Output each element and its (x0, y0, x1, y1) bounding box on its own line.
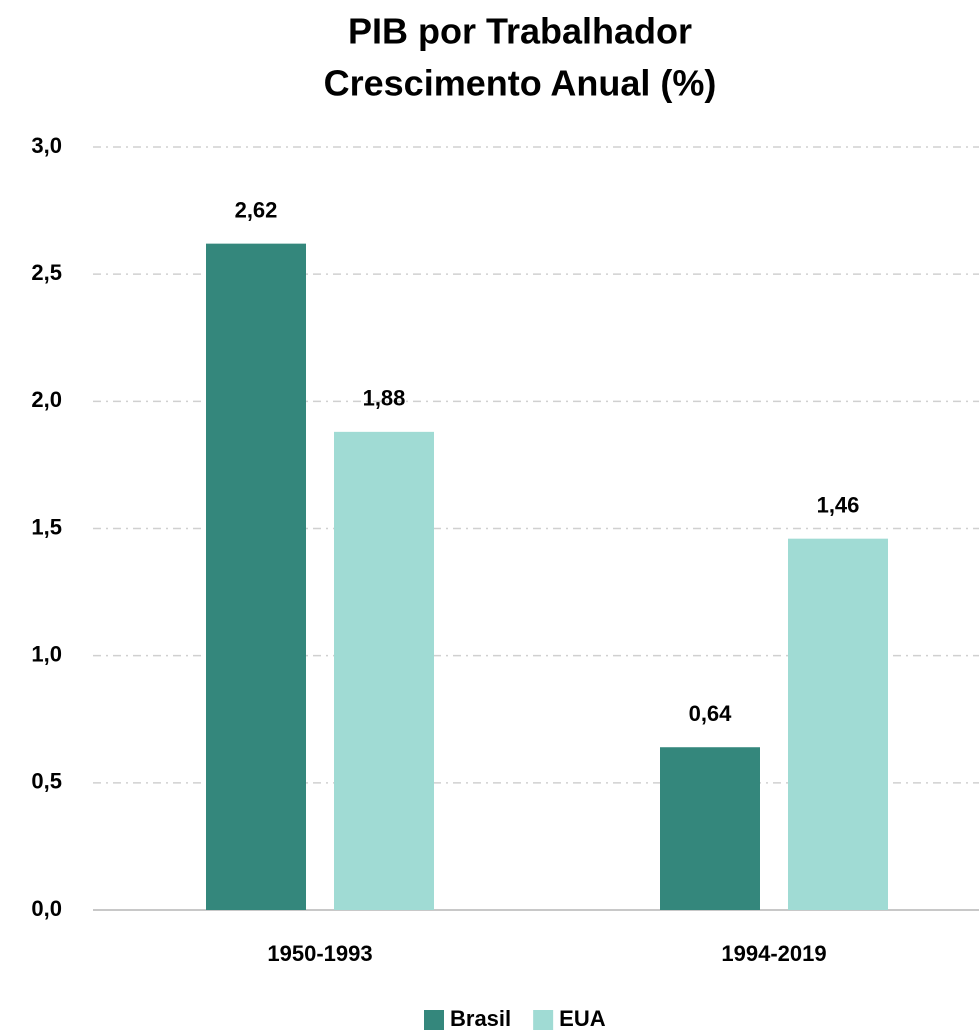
legend-label: EUA (559, 1006, 606, 1031)
bar (334, 431, 434, 910)
y-tick-label: 1,0 (31, 641, 62, 666)
data-label: 2,62 (235, 197, 278, 222)
y-tick-label: 0,0 (31, 896, 62, 921)
legend-label: Brasil (450, 1006, 511, 1031)
bar (206, 243, 306, 910)
x-tick-label: 1950-1993 (267, 941, 372, 966)
y-tick-label: 1,5 (31, 514, 62, 539)
x-tick-label: 1994-2019 (721, 941, 826, 966)
bar (788, 538, 888, 910)
y-tick-label: 0,5 (31, 769, 62, 794)
legend-swatch (533, 1010, 554, 1030)
data-label: 1,46 (817, 492, 860, 517)
y-tick-label: 2,5 (31, 260, 62, 285)
legend-swatch (424, 1010, 444, 1030)
data-label: 0,64 (689, 701, 733, 726)
y-tick-label: 3,0 (31, 133, 62, 158)
y-tick-label: 2,0 (31, 387, 62, 412)
chart-title: PIB por Trabalhador (348, 11, 692, 52)
data-label: 1,88 (363, 386, 406, 411)
chart-subtitle: Crescimento Anual (%) (324, 63, 717, 104)
bar (660, 747, 760, 910)
